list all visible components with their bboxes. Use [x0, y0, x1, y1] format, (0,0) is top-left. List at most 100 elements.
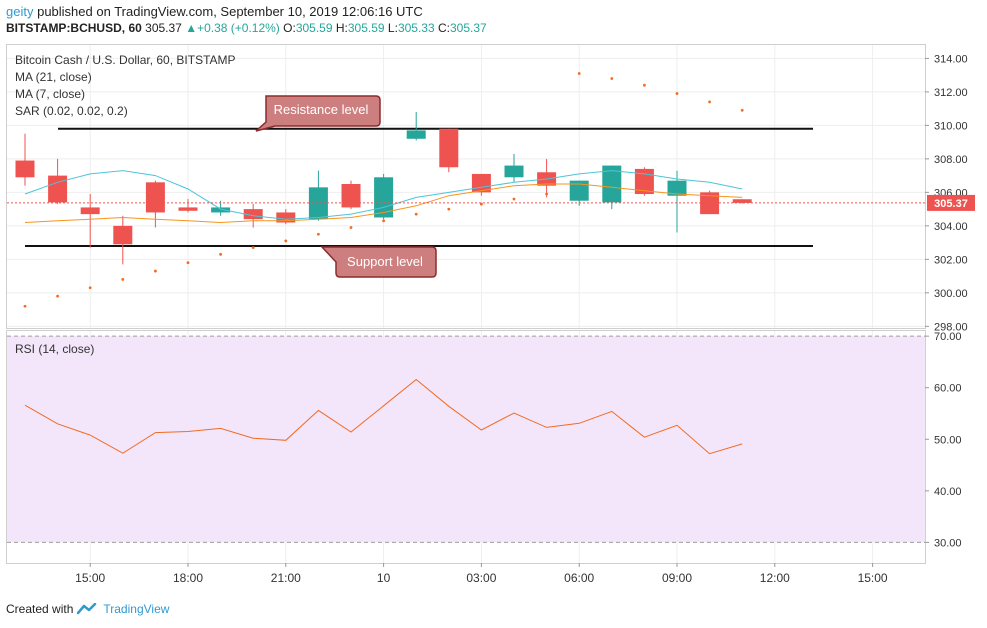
y-tick-label: 310.00 [934, 120, 968, 132]
y-tick-label: 312.00 [934, 87, 968, 99]
rsi-legend[interactable]: RSI (14, close) [15, 342, 94, 356]
x-tick-label: 21:00 [271, 571, 301, 585]
high-value: 305.59 [347, 21, 385, 35]
price-tag-text: 305.37 [934, 198, 968, 210]
low-label: L: [387, 21, 398, 35]
x-tick-label: 15:00 [858, 571, 888, 585]
y-tick-label: 308.00 [934, 154, 968, 166]
ohlc-line: BITSTAMP:BCHUSD, 60 305.37 ▲+0.38 (+0.12… [6, 21, 487, 35]
ma7-line [24, 183, 743, 224]
chart-title: Bitcoin Cash / U.S. Dollar, 60, BITSTAMP [15, 53, 236, 67]
resistance-callout-text: Resistance level [274, 102, 369, 117]
sar-dot [382, 219, 385, 223]
x-tick-label: 06:00 [564, 571, 594, 585]
rsi-pane-frame [6, 330, 926, 564]
support-callout-text: Support level [347, 254, 423, 269]
brand-name[interactable]: TradingView [103, 602, 170, 616]
ma7-legend[interactable]: MA (7, close) [15, 87, 85, 101]
rsi-tick-label: 60.00 [934, 383, 962, 395]
close-value: 305.37 [449, 21, 487, 35]
sar-dot [643, 83, 646, 87]
candle-down[interactable] [341, 183, 361, 208]
candle-up[interactable] [211, 207, 231, 213]
candle-down[interactable] [634, 168, 654, 195]
candle-up[interactable] [406, 130, 426, 139]
sar-dot [447, 207, 451, 211]
candle-down[interactable] [276, 212, 296, 223]
resistance-callout[interactable]: Resistance level [255, 95, 381, 132]
candle-down[interactable] [732, 199, 752, 203]
price-pane-frame [6, 44, 926, 329]
sar-dot [610, 77, 614, 80]
sar-dot [317, 232, 320, 236]
candle-down[interactable] [700, 192, 720, 215]
low-value: 305.33 [397, 21, 435, 35]
y-tick-label: 300.00 [934, 288, 968, 300]
publish-text: published on TradingView.com, September … [37, 4, 423, 19]
up-arrow-icon: ▲ [185, 21, 198, 35]
rsi-tick-label: 50.00 [934, 434, 962, 446]
footer: Created with TradingView [6, 602, 169, 616]
rsi-tick-label: 30.00 [934, 537, 962, 549]
candle-up[interactable] [374, 177, 394, 218]
candle-up[interactable] [602, 165, 622, 203]
author-name[interactable]: geity [6, 4, 34, 19]
candle-down[interactable] [80, 207, 100, 215]
y-tick-label: 314.00 [934, 53, 968, 65]
tradingview-logo-icon [77, 603, 97, 615]
symbol-label: BITSTAMP:BCHUSD, 60 [6, 21, 142, 35]
candle-up[interactable] [667, 180, 687, 196]
rsi-tick-label: 40.00 [934, 486, 962, 498]
open-value: 305.59 [295, 21, 333, 35]
candle-down[interactable] [15, 160, 35, 178]
support-callout[interactable]: Support level [320, 246, 437, 278]
y-tick-label: 302.00 [934, 254, 968, 266]
candle-down[interactable] [48, 175, 68, 203]
sar-dot [23, 304, 27, 308]
sar-dot [577, 72, 581, 75]
ma21-legend[interactable]: MA (21, close) [15, 70, 92, 84]
change-value: +0.38 (+0.12%) [197, 21, 280, 35]
support-callout-shape [320, 246, 437, 278]
sar-dot [186, 261, 190, 265]
candle-up[interactable] [569, 180, 589, 201]
sar-dot [154, 269, 157, 273]
created-with-text: Created with [6, 602, 74, 616]
sar-dot [414, 212, 418, 216]
price-tag [927, 194, 975, 211]
sar-dot [740, 108, 744, 112]
sar-dot [708, 100, 711, 104]
candle-up[interactable] [308, 187, 328, 220]
sar-dot [675, 92, 679, 95]
candle-down[interactable] [243, 209, 263, 220]
open-label: O: [283, 21, 296, 35]
sar-dot [284, 239, 288, 243]
x-tick-label: 09:00 [662, 571, 692, 585]
sar-dot [121, 278, 125, 281]
resistance-callout-shape [255, 95, 381, 132]
y-tick-label: 304.00 [934, 221, 968, 233]
x-tick-label: 15:00 [75, 571, 105, 585]
x-tick-label: 12:00 [760, 571, 790, 585]
sar-legend[interactable]: SAR (0.02, 0.02, 0.2) [15, 104, 128, 118]
candle-down[interactable] [178, 207, 198, 211]
candle-up[interactable] [504, 165, 524, 178]
sar-dot [219, 252, 223, 256]
ma21-line [24, 170, 743, 220]
sar-dot [545, 192, 548, 196]
sar-dot [512, 197, 516, 201]
y-tick-label: 298.00 [934, 321, 968, 333]
rsi-tick-label: 70.00 [934, 331, 962, 343]
publish-line: geity published on TradingView.com, Sept… [6, 4, 423, 19]
rsi-line [24, 378, 743, 455]
sar-dot [251, 246, 255, 250]
candle-down[interactable] [113, 225, 133, 245]
sar-dot [56, 294, 59, 298]
x-tick-label: 03:00 [466, 571, 496, 585]
candle-down[interactable] [439, 128, 459, 168]
close-label: C: [437, 21, 450, 35]
x-tick-label: 18:00 [173, 571, 203, 585]
sar-dot [88, 286, 92, 290]
candle-down[interactable] [145, 182, 165, 213]
